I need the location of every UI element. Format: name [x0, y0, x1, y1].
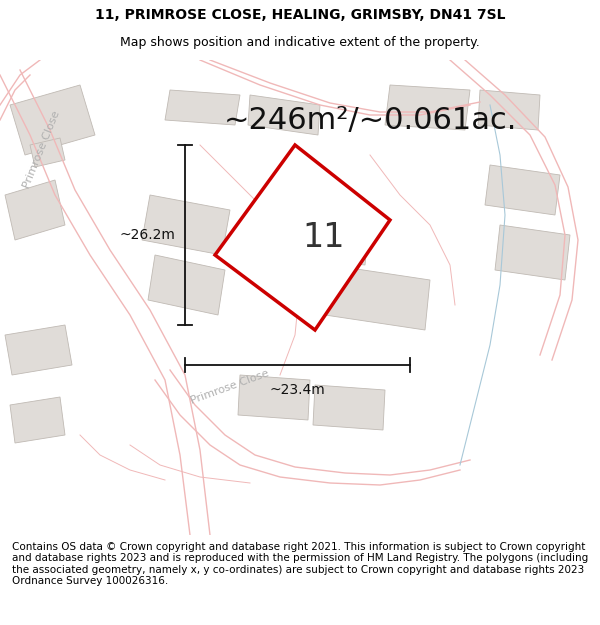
Polygon shape — [313, 385, 385, 430]
Text: ~246m²/~0.061ac.: ~246m²/~0.061ac. — [223, 106, 517, 134]
Polygon shape — [10, 397, 65, 443]
Text: 11, PRIMROSE CLOSE, HEALING, GRIMSBY, DN41 7SL: 11, PRIMROSE CLOSE, HEALING, GRIMSBY, DN… — [95, 8, 505, 22]
Polygon shape — [325, 265, 430, 330]
Polygon shape — [215, 145, 390, 330]
Polygon shape — [248, 95, 320, 135]
Text: Contains OS data © Crown copyright and database right 2021. This information is : Contains OS data © Crown copyright and d… — [12, 542, 588, 586]
Polygon shape — [478, 90, 540, 130]
Text: 11: 11 — [302, 221, 345, 254]
Polygon shape — [165, 90, 240, 125]
Polygon shape — [5, 325, 72, 375]
Polygon shape — [30, 138, 65, 167]
Text: Primrose Close: Primrose Close — [190, 368, 271, 406]
Polygon shape — [238, 375, 310, 420]
Polygon shape — [142, 195, 230, 255]
Polygon shape — [148, 255, 225, 315]
Text: Map shows position and indicative extent of the property.: Map shows position and indicative extent… — [120, 36, 480, 49]
Polygon shape — [485, 165, 560, 215]
Text: ~23.4m: ~23.4m — [269, 383, 325, 397]
Text: ~26.2m: ~26.2m — [119, 228, 175, 242]
Polygon shape — [495, 225, 570, 280]
Text: Primrose Close: Primrose Close — [22, 110, 62, 190]
Polygon shape — [385, 85, 470, 130]
Polygon shape — [5, 180, 65, 240]
Polygon shape — [265, 205, 370, 265]
Polygon shape — [10, 85, 95, 155]
